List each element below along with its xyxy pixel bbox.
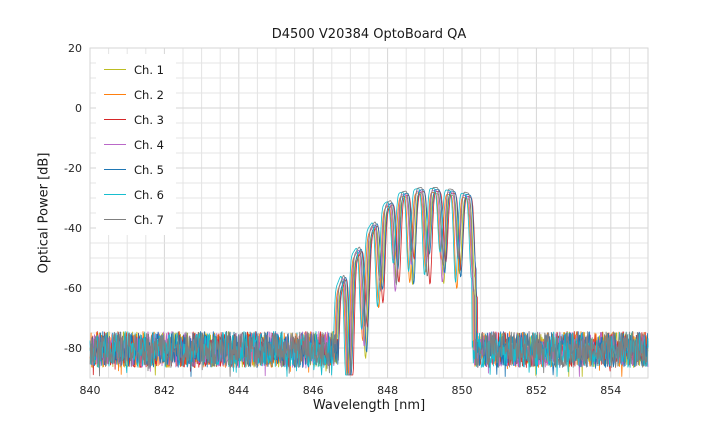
x-tick-label: 840 (80, 384, 101, 397)
legend-label: Ch. 5 (134, 162, 164, 177)
y-tick-label: -60 (64, 282, 82, 295)
x-tick-label: 846 (303, 384, 324, 397)
legend-label: Ch. 3 (134, 112, 164, 127)
legend-item: Ch. 2 (104, 82, 164, 107)
legend-swatch-ch-1 (104, 69, 126, 70)
legend-label: Ch. 7 (134, 212, 164, 227)
x-tick-label: 842 (154, 384, 175, 397)
legend-swatch-ch-3 (104, 119, 126, 120)
legend-label: Ch. 6 (134, 187, 164, 202)
legend-item: Ch. 5 (104, 157, 164, 182)
legend-item: Ch. 6 (104, 182, 164, 207)
chart-title: D4500 V20384 OptoBoard QA (271, 27, 467, 42)
y-tick-label: 0 (75, 102, 82, 115)
axes-border (89, 47, 649, 379)
legend-item: Ch. 4 (104, 132, 164, 157)
legend: Ch. 1 Ch. 2 Ch. 3 Ch. 4 Ch. 5 Ch. 6 Ch. 7 (96, 54, 176, 235)
x-tick-label: 844 (228, 384, 249, 397)
y-tick-label: 20 (68, 42, 82, 55)
y-axis-label: Optical Power [dB] (36, 152, 52, 274)
series-line-ch-7 (89, 186, 649, 377)
legend-label: Ch. 1 (134, 62, 164, 77)
legend-label: Ch. 2 (134, 87, 164, 102)
legend-swatch-ch-6 (104, 194, 126, 195)
y-tick-label: -20 (64, 162, 82, 175)
x-tick-label: 848 (377, 384, 398, 397)
legend-swatch-ch-7 (104, 219, 126, 220)
legend-swatch-ch-5 (104, 169, 126, 170)
y-tick-label: -80 (64, 342, 82, 355)
x-tick-label: 854 (600, 384, 621, 397)
y-tick-label: -40 (64, 222, 82, 235)
legend-item: Ch. 3 (104, 107, 164, 132)
x-tick-label: 850 (452, 384, 473, 397)
legend-swatch-ch-2 (104, 94, 126, 95)
legend-item: Ch. 7 (104, 207, 164, 232)
legend-swatch-ch-4 (104, 144, 126, 145)
legend-label: Ch. 4 (134, 137, 164, 152)
x-tick-label: 852 (526, 384, 547, 397)
x-axis-label: Wavelength [nm] (312, 398, 426, 413)
legend-item: Ch. 1 (104, 57, 164, 82)
